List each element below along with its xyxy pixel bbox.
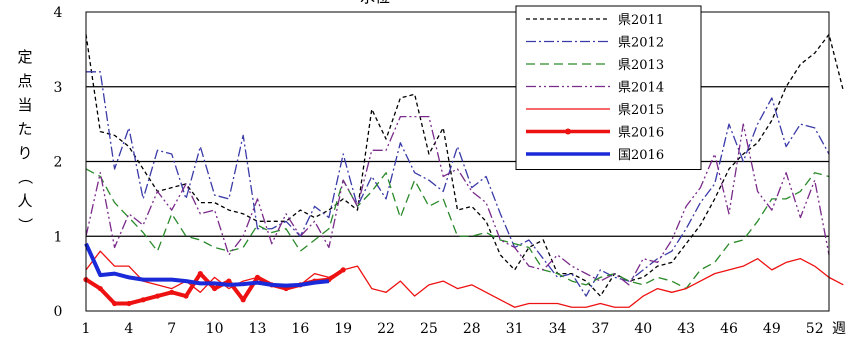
x-axis-label: 週 — [832, 321, 846, 337]
x-tick-label-17: 52 — [806, 321, 824, 337]
series-5-point-8 — [197, 271, 203, 277]
x-tick-label-11: 34 — [549, 321, 567, 337]
y-axis-label-char-2: 当 — [17, 96, 32, 114]
legend-label-1: 県2012 — [618, 36, 664, 51]
legend-label-2: 県2013 — [618, 58, 664, 73]
x-tick-label-7: 22 — [377, 321, 395, 337]
series-5-point-5 — [154, 293, 161, 299]
series-line-1 — [86, 71, 830, 297]
plot-frame — [85, 11, 830, 312]
series-layer — [83, 33, 844, 308]
legend-box — [515, 5, 702, 170]
y-axis-label-char-1: 点 — [17, 72, 32, 90]
y-tick-label-1: 1 — [54, 229, 63, 245]
y-axis-label-char-7: ） — [16, 217, 34, 232]
y-axis-label-char-4: り — [17, 144, 32, 162]
legend-label-0: 県2011 — [618, 13, 664, 28]
x-tick-label-6: 19 — [334, 321, 352, 337]
y-axis-label-char-0: 定 — [17, 48, 32, 66]
series-line-3 — [85, 116, 830, 286]
x-tick-label-15: 46 — [720, 321, 738, 337]
legend: 県2011 県2012 県2013 県2014 県2015 県2016 国2016 — [515, 5, 702, 170]
series-5-point-12 — [254, 274, 261, 280]
y-tick-label-0: 0 — [54, 304, 63, 320]
y-tick-label-3: 3 — [54, 80, 63, 96]
grid-lines — [86, 86, 829, 237]
x-tick-label-12: 37 — [591, 321, 609, 337]
x-tick-label-8: 25 — [420, 321, 438, 337]
x-tick-labels: 1 4 7 10 13 16 19 22 25 28 31 34 37 40 43 46 49 52 — [82, 321, 824, 337]
series-5-point-2 — [111, 300, 118, 307]
y-axis-label-char-3: た — [17, 120, 32, 138]
series-line-2 — [85, 168, 830, 290]
series-line-0 — [85, 33, 844, 297]
y-tick-label-2: 2 — [54, 155, 63, 171]
series-5-point-6 — [169, 289, 175, 295]
y-tick-labels: 0 1 2 3 4 — [54, 5, 63, 320]
series-5-point-10 — [226, 278, 232, 284]
legend-label-3: 県2014 — [618, 81, 664, 96]
series-5-point-18 — [340, 267, 346, 273]
x-tick-label-14: 43 — [677, 321, 695, 337]
y-tick-label-4: 4 — [54, 5, 63, 21]
x-tick-label-5: 16 — [291, 321, 309, 337]
x-tick-label-16: 49 — [763, 321, 781, 337]
legend-label-4: 県2015 — [618, 103, 664, 118]
x-tick-label-0: 1 — [82, 321, 91, 337]
x-tick-label-10: 31 — [506, 321, 524, 337]
y-axis-label-char-6: 人 — [17, 192, 32, 210]
legend-label-6: 国2016 — [618, 148, 664, 163]
x-tick-label-3: 10 — [206, 321, 224, 337]
x-tick-label-4: 13 — [249, 321, 267, 337]
series-line-6 — [84, 242, 330, 288]
series-5-point-11 — [240, 297, 246, 303]
series-5-point-1 — [97, 285, 103, 292]
x-tick-label-9: 28 — [463, 321, 481, 337]
series-5-point-9 — [211, 285, 218, 292]
x-tick-label-13: 40 — [634, 321, 652, 337]
legend-marker-5 — [565, 128, 571, 135]
y-axis-label-char-5: （ — [16, 169, 34, 184]
series-line-4 — [85, 250, 844, 308]
series-5-point-7 — [183, 293, 189, 299]
series-5-point-3 — [126, 300, 132, 307]
x-tick-label-2: 7 — [167, 321, 176, 337]
series-5-point-4 — [140, 297, 146, 303]
legend-label-5: 県2016 — [618, 126, 664, 141]
chart-title-fragment: 水位 — [360, 0, 390, 6]
x-tick-label-1: 4 — [124, 321, 133, 337]
